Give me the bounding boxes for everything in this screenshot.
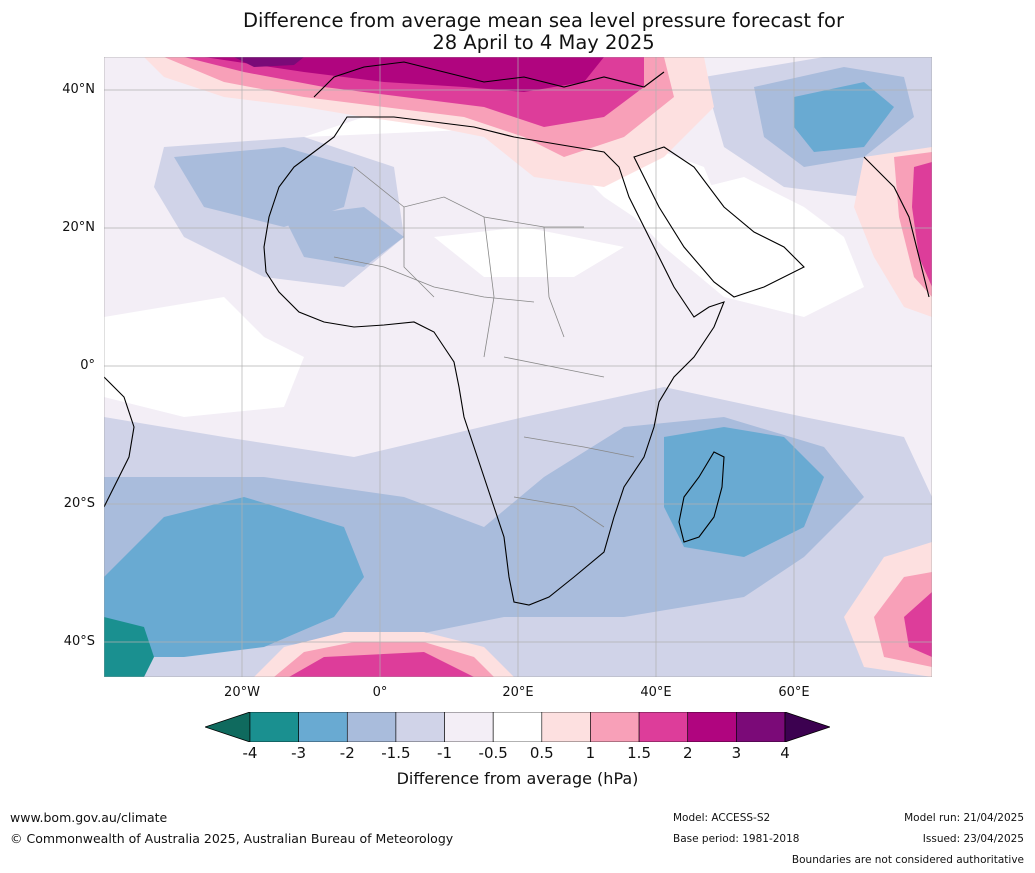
anomaly-neutral-arabia [624,177,864,317]
border-sahara-2 [403,207,435,298]
anomaly-south-low-east [664,427,824,557]
colorbar-cell [298,712,348,742]
anomaly-sahara-mid [174,147,354,227]
lon-label-20E: 20°E [502,685,534,700]
south-america-coastline [104,376,135,508]
anomaly-so-magenta [289,652,474,677]
india-coastline [863,156,930,298]
colorbar-cell [249,712,299,742]
colorbar-cell [444,712,494,742]
africa-coastline [263,116,725,606]
anomaly-south-low-west [104,497,364,657]
anomaly-neutral-atlantic [104,297,304,417]
colorbar-tick-label: 1 [585,744,596,762]
colorbar-tick-label: 4 [780,744,790,762]
anomaly-se-magenta [904,592,932,657]
footer-base-period: Base period: 1981-2018 [673,833,800,845]
lon-label-40E: 40°E [640,685,672,700]
colorbar-cells [249,712,786,742]
lon-label-0: 0° [372,685,388,700]
lat-label-20S: 20°S [63,496,95,511]
colorbar-tick-label: -3 [291,744,307,762]
colorbar-tick-label: -1.5 [381,744,411,762]
colorbar [205,712,830,742]
colorbar-cell [541,712,591,742]
lon-label-20W: 20°W [224,685,260,700]
europe-coastline [313,61,665,98]
footer-model-run: Model run: 21/04/2025 [904,812,1024,824]
lat-label-40S: 40°S [63,634,95,649]
colorbar-extend-low [205,712,251,742]
lon-label-60E: 60°E [778,685,810,700]
footer-model: Model: ACCESS-S2 [673,812,771,824]
footer-disclaimer: Boundaries are not considered authoritat… [791,854,1024,866]
title-line-1: Difference from average mean sea level p… [243,9,844,32]
footer-url[interactable]: www.bom.gov.au/climate [10,810,168,825]
pressure-anomaly-map [104,57,932,677]
graticule [104,57,932,677]
colorbar-extend-high [784,712,830,742]
border-east-2 [523,436,635,458]
anomaly-sahel-mid [284,207,404,267]
footer-copyright: © Commonwealth of Australia 2025, Austra… [10,831,454,846]
anomaly-neutral-eq [434,227,624,277]
border-east-1 [503,356,605,378]
colorbar-cell [346,712,397,742]
colorbar-cell [492,712,543,742]
colorbar-tick-label: 1.5 [627,744,651,762]
colorbar-label: Difference from average (hPa) [396,769,639,788]
colorbar-cell [638,712,689,742]
lat-label-0: 0° [80,358,95,373]
anomaly-india-magenta [912,162,932,287]
anomaly-south-low-core [104,617,154,677]
madagascar-coastline [678,451,725,543]
title-line-2: 28 April to 4 May 2025 [432,31,655,54]
colorbar-cell [736,712,786,742]
border-central-1 [483,216,495,358]
footer-issued: Issued: 23/04/2025 [922,833,1024,845]
colorbar-tick-label: 3 [731,744,742,762]
colorbar-tick-label: -1 [437,744,453,762]
anomaly-iran-low [794,82,894,152]
border-south [513,496,605,528]
colorbar-cell [395,712,445,742]
colorbar-tick-label: -2 [339,744,355,762]
border-sahara-1 [353,166,584,228]
coastlines [104,61,930,606]
colorbar-cell [590,712,640,742]
anomaly-med-core [234,57,304,67]
arabia-coastline [633,146,805,298]
colorbar-tick-label: 0.5 [529,744,554,762]
border-central-2 [543,226,565,338]
country-borders [333,166,635,528]
border-sahel [333,256,535,303]
colorbar-tick-label: -4 [242,744,258,762]
colorbar-cell [687,712,737,742]
anomaly-med-deep [204,57,604,92]
lat-label-20N: 20°N [62,220,95,235]
colorbar-tick-label: 2 [682,744,693,762]
colorbar-tick-label: -0.5 [478,744,508,762]
map-title: Difference from average mean sea level p… [0,10,1035,54]
lat-label-40N: 40°N [62,82,95,97]
